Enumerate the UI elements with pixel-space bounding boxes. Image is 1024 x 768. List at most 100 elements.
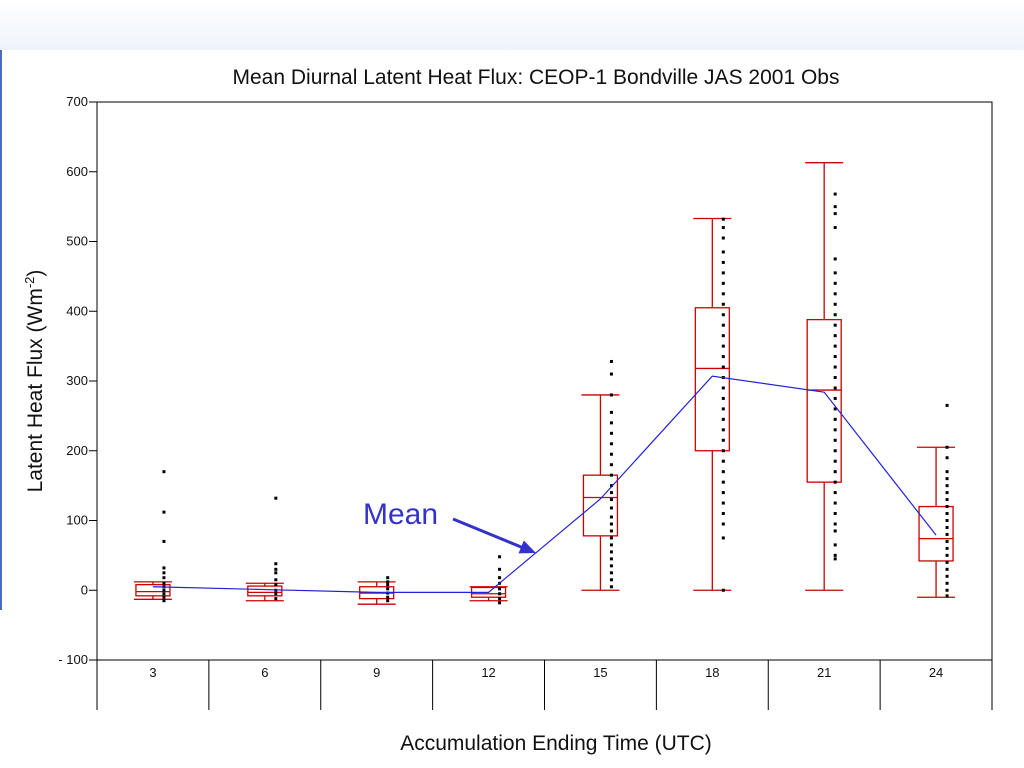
observation-point — [721, 417, 725, 421]
observation-point — [386, 595, 390, 599]
y-tick-label: 700 — [66, 94, 88, 109]
observation-point — [386, 599, 390, 603]
observation-point — [945, 470, 949, 474]
observation-point — [609, 359, 613, 363]
observation-point — [721, 323, 725, 327]
observation-point — [498, 592, 502, 596]
observation-point — [833, 480, 837, 484]
observation-point — [609, 410, 613, 414]
observation-point — [721, 491, 725, 495]
observation-point — [386, 587, 390, 591]
observation-point — [162, 592, 166, 596]
observation-point — [833, 522, 837, 526]
observation-point — [721, 449, 725, 453]
observation-point — [721, 292, 725, 296]
left-edge-rule — [0, 50, 2, 610]
box-iqr — [806, 318, 842, 483]
observation-point — [721, 512, 725, 516]
observation-point — [721, 536, 725, 540]
y-tick-label: 500 — [66, 234, 88, 249]
observation-point — [945, 456, 949, 460]
box-iqr — [918, 505, 954, 562]
mean-arrow-head — [518, 540, 536, 554]
observation-point — [498, 567, 502, 571]
observation-point — [833, 512, 837, 516]
x-tick-label: 24 — [929, 665, 943, 680]
y-tick-label: 100 — [66, 513, 88, 528]
observation-point — [945, 581, 949, 585]
observation-point — [721, 334, 725, 338]
x-axis-label: Accumulation Ending Time (UTC) — [400, 732, 712, 755]
observation-point — [945, 567, 949, 571]
observation-point — [945, 491, 949, 495]
plot-frame — [96, 101, 993, 661]
observation-point — [609, 529, 613, 533]
observation-point — [609, 543, 613, 547]
observation-point — [721, 355, 725, 359]
observation-point — [833, 407, 837, 411]
observation-point — [721, 365, 725, 369]
observation-point — [274, 496, 278, 500]
x-tick-label: 6 — [261, 665, 268, 680]
observation-point — [833, 491, 837, 495]
x-tick-label: 21 — [817, 665, 831, 680]
observation-point — [945, 553, 949, 557]
observation-point — [609, 491, 613, 495]
observation-point — [721, 344, 725, 348]
y-tick-label: 600 — [66, 164, 88, 179]
y-axis-label: Latent Heat Flux (Wm-2) — [22, 270, 47, 493]
observation-point — [721, 217, 725, 221]
observation-point — [833, 192, 837, 196]
observation-point — [945, 546, 949, 550]
observation-point — [945, 525, 949, 529]
observation-point — [945, 477, 949, 481]
observation-point — [721, 470, 725, 474]
x-tick-label: 9 — [373, 665, 380, 680]
observation-point — [721, 480, 725, 484]
observation-point — [162, 581, 166, 585]
observation-point — [833, 271, 837, 275]
observation-point — [609, 484, 613, 488]
observation-point — [498, 555, 502, 559]
observation-point — [721, 313, 725, 317]
observation-point — [945, 519, 949, 522]
observation-point — [833, 281, 837, 285]
y-tick-label: 400 — [66, 303, 88, 318]
x-tick-label: 15 — [593, 665, 607, 680]
observation-point — [833, 355, 837, 359]
observation-point — [833, 257, 837, 261]
observation-point — [162, 539, 166, 543]
observation-point — [945, 532, 949, 536]
observation-point — [721, 281, 725, 285]
box-iqr — [694, 307, 730, 452]
box-iqr — [135, 584, 171, 597]
observation-point — [945, 574, 949, 578]
x-tick-label: 12 — [481, 665, 495, 680]
observation-point — [721, 459, 725, 463]
observation-point — [274, 571, 278, 575]
observation-point — [386, 576, 390, 580]
observation-point — [274, 592, 278, 596]
observation-point — [609, 372, 613, 376]
observation-point — [833, 459, 837, 463]
observation-point — [274, 578, 278, 582]
observation-point — [721, 260, 725, 264]
y-tick-label: - 100 — [58, 652, 88, 667]
observation-point — [386, 580, 390, 584]
observation-point — [609, 506, 613, 510]
observation-point — [833, 470, 837, 474]
observation-point — [833, 376, 837, 380]
observation-point — [162, 510, 166, 514]
observation-point — [386, 591, 390, 595]
observation-point — [833, 396, 837, 400]
mean-arrow-shaft — [452, 517, 527, 551]
observation-point — [609, 498, 613, 502]
mean-annotation: Mean — [363, 498, 438, 531]
mean-arrow — [452, 517, 536, 554]
observation-point — [945, 484, 949, 488]
observation-point — [609, 452, 613, 456]
observation-point — [721, 250, 725, 254]
observation-point — [833, 557, 837, 561]
observation-point — [162, 566, 166, 570]
observation-point — [833, 543, 837, 547]
